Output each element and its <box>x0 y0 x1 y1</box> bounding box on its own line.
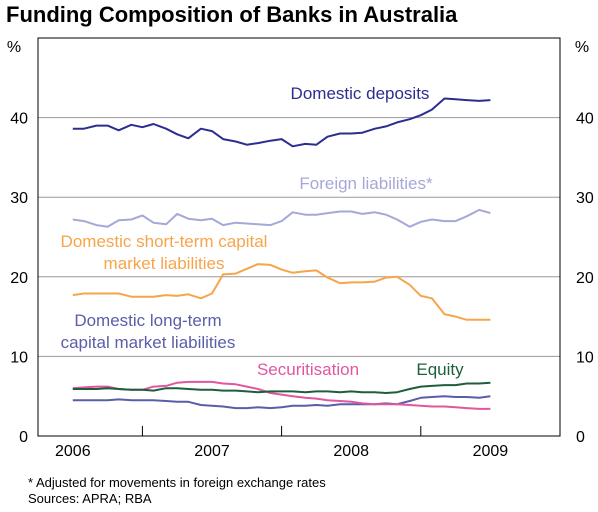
y-tick-label-right-10: 10 <box>576 349 594 366</box>
series-line-2 <box>72 263 491 321</box>
series-annotation-2: Domestic short-term capital <box>61 232 268 251</box>
y-axis-label-right: % <box>575 39 589 56</box>
x-tick-label-2006: 2006 <box>55 443 91 460</box>
y-tick-label-right-20: 20 <box>576 270 594 287</box>
chart-title: Funding Composition of Banks in Australi… <box>6 2 458 27</box>
series-line-5 <box>72 381 491 394</box>
x-tick-label-2009: 2009 <box>473 443 509 460</box>
y-tick-label-left-10: 10 <box>10 349 28 366</box>
series-line-3 <box>72 395 491 410</box>
x-tick-label-2008: 2008 <box>333 443 369 460</box>
footnotes: * Adjusted for movements in foreign exch… <box>28 475 326 507</box>
y-tick-label-left-20: 20 <box>10 270 28 287</box>
series-annotation-5: capital market liabilities <box>61 333 236 352</box>
series-annotation-0: Domestic deposits <box>291 84 430 103</box>
y-tick-label-right-30: 30 <box>576 190 594 207</box>
series-line-0 <box>72 97 491 148</box>
y-tick-label-right-0: 0 <box>576 429 585 446</box>
y-tick-label-left-30: 30 <box>10 190 28 207</box>
y-tick-label-left-0: 0 <box>19 429 28 446</box>
y-tick-label-left-40: 40 <box>10 111 28 128</box>
plot-frame <box>37 37 561 437</box>
series-line-1 <box>72 208 491 228</box>
series-annotation-7: Equity <box>416 360 464 379</box>
y-axis-label-left: % <box>7 39 21 56</box>
series-annotation-3: market liabilities <box>104 254 225 273</box>
series-annotation-4: Domestic long-term <box>74 311 221 330</box>
y-tick-label-right-40: 40 <box>576 111 594 128</box>
series-annotation-6: Securitisation <box>257 360 359 379</box>
footnote-adjustment: * Adjusted for movements in foreign exch… <box>28 475 326 490</box>
series-annotation-1: Foreign liabilities* <box>299 174 433 193</box>
footnote-sources: Sources: APRA; RBA <box>28 491 152 506</box>
x-tick-label-2007: 2007 <box>194 443 230 460</box>
